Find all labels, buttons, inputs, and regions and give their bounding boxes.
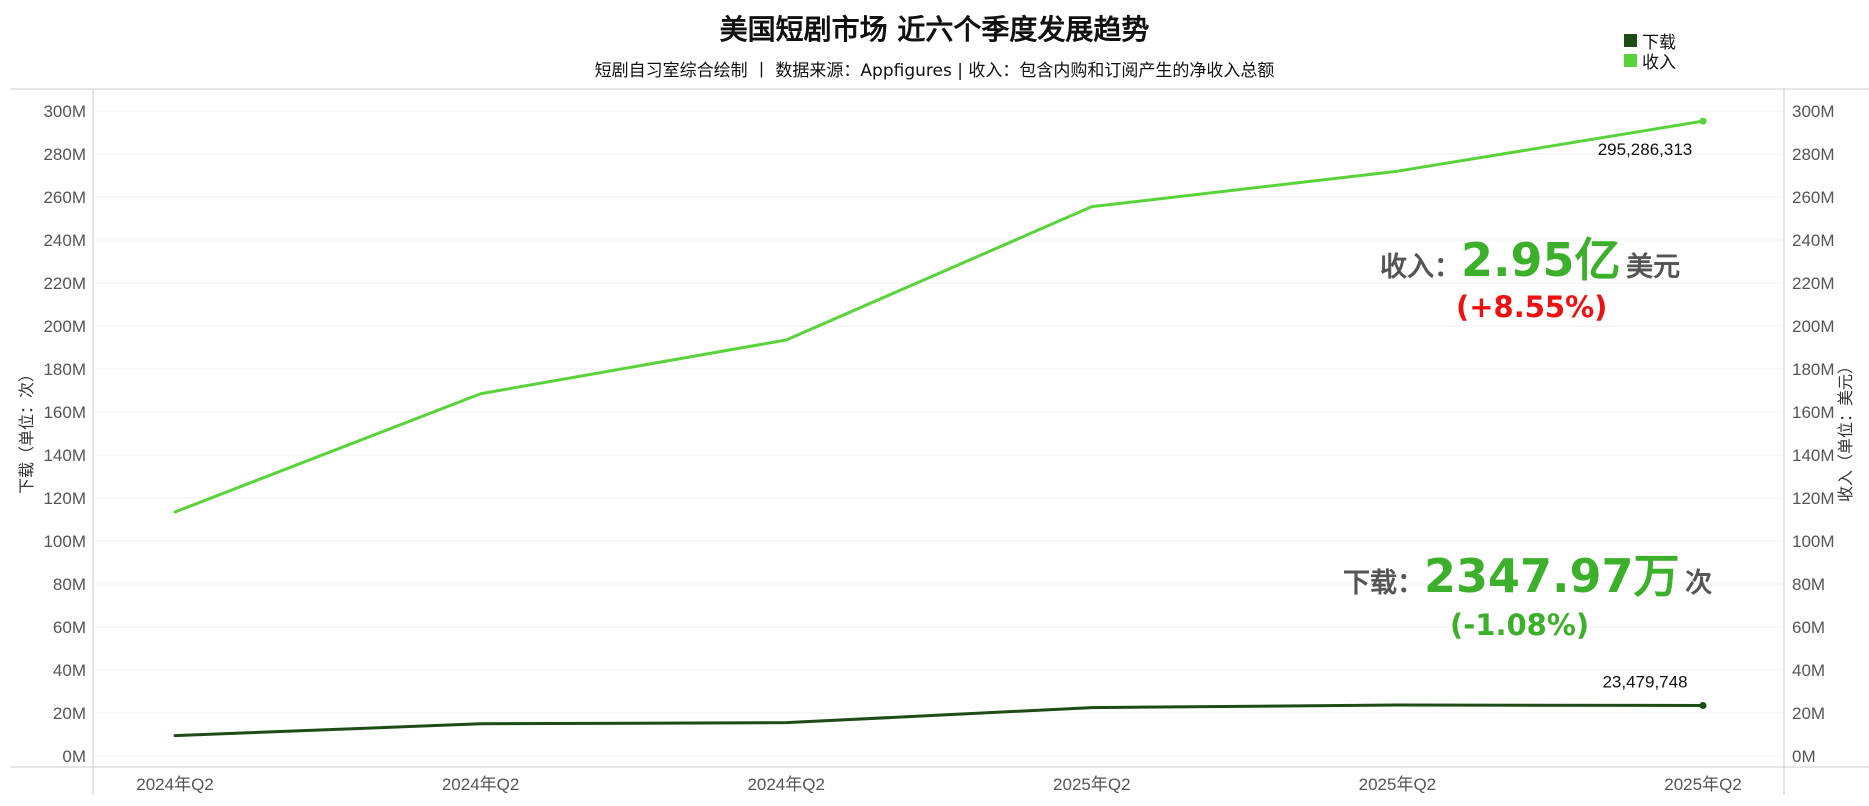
revenue-annotation: 收入：2.95亿 美元 [1380, 224, 1680, 290]
data-label-revenue: 295,286,313 [1598, 140, 1693, 159]
revenue-annotation-label: 收入： [1380, 252, 1461, 283]
y-tick-label-right: 100M [1792, 532, 1835, 551]
y-tick-label-left: 180M [43, 360, 86, 379]
y-tick-label-right: 160M [1792, 403, 1835, 422]
revenue-annotation-value: 2.95亿 [1461, 233, 1621, 287]
series-line-revenue [173, 119, 1705, 514]
legend: 下载 收入 [1624, 30, 1676, 73]
x-tick-label: 2025年Q2 [1664, 775, 1742, 794]
y-tick-label-left: 80M [53, 575, 86, 594]
y-tick-label-left: 300M [43, 102, 86, 121]
y-tick-label-left: 40M [53, 661, 86, 680]
y-tick-label-left: 240M [43, 231, 86, 250]
y-tick-label-right: 280M [1792, 145, 1835, 164]
plot-frame [10, 88, 1869, 795]
y-tick-label-right: 240M [1792, 231, 1835, 250]
legend-label-downloads: 下载 [1642, 32, 1676, 53]
y-tick-label-left: 200M [43, 317, 86, 336]
legend-swatch-downloads [1624, 33, 1637, 47]
legend-label-revenue: 收入 [1642, 52, 1676, 73]
legend-item-revenue[interactable]: 收入 [1624, 50, 1676, 73]
series-line-downloads [173, 703, 1705, 738]
y-tick-label-right: 260M [1792, 188, 1835, 207]
y-tick-label-left: 0M [62, 747, 86, 766]
y-tick-label-left: 120M [43, 489, 86, 508]
chart-subtitle: 短剧自习室综合绘制 丨 数据来源：Appfigures | 收入：包含内购和订阅… [594, 61, 1275, 81]
y-tick-label-right: 200M [1792, 317, 1835, 336]
y-tick-label-right: 20M [1792, 704, 1825, 723]
y-tick-label-left: 260M [43, 188, 86, 207]
y-tick-label-right: 180M [1792, 360, 1835, 379]
x-tick-label: 2025年Q2 [1359, 775, 1437, 794]
downloads-change: (-1.08%) [1450, 608, 1590, 642]
y-tick-label-left: 160M [43, 403, 86, 422]
y-tick-label-right: 140M [1792, 446, 1835, 465]
y-tick-label-right: 60M [1792, 618, 1825, 637]
y-axis-label-left: 下载（单位：次） [17, 366, 36, 494]
y-ticks-right: 0M 20M 40M 60M 80M 100M 120M 140M 160M 180M 200M 22… [1792, 102, 1835, 766]
revenue-change: (+8.55%) [1456, 290, 1608, 324]
y-tick-label-left: 280M [43, 145, 86, 164]
y-tick-label-left: 20M [53, 704, 86, 723]
y-axis-label-right: 收入（单位：美元） [1836, 358, 1855, 502]
end-point-revenue [1699, 117, 1707, 125]
y-tick-label-right: 40M [1792, 661, 1825, 680]
legend-item-downloads[interactable]: 下载 [1624, 30, 1676, 53]
y-tick-label-left: 140M [43, 446, 86, 465]
downloads-annotation-label: 下载： [1343, 568, 1424, 599]
y-tick-label-right: 0M [1792, 747, 1816, 766]
x-tick-label: 2024年Q2 [136, 775, 214, 794]
x-tick-label: 2024年Q2 [442, 775, 520, 794]
y-tick-label-right: 120M [1792, 489, 1835, 508]
y-tick-label-left: 60M [53, 618, 86, 637]
gridlines [93, 110, 1784, 757]
y-ticks-left: 0M 20M 40M 60M 80M 100M 120M 140M 160M 180M 200M 22… [43, 102, 86, 766]
y-tick-label-right: 220M [1792, 274, 1835, 293]
y-tick-label-right: 80M [1792, 575, 1825, 594]
chart-title: 美国短剧市场 近六个季度发展趋势 [719, 13, 1150, 46]
downloads-annotation-unit: 次 [1685, 568, 1713, 599]
legend-swatch-revenue [1624, 53, 1637, 67]
data-label-downloads: 23,479,748 [1602, 673, 1687, 692]
series-lines: 23,479,748 295,286,313 [173, 117, 1707, 738]
y-tick-label-right: 300M [1792, 102, 1835, 121]
x-ticks: 2024年Q2 2024年Q2 2024年Q2 2025年Q2 2025年Q2 2025年… [136, 775, 1742, 794]
end-point-downloads [1699, 702, 1707, 710]
y-tick-label-left: 220M [43, 274, 86, 293]
downloads-annotation: 下载：2347.97万 次 [1343, 540, 1712, 606]
x-tick-label: 2025年Q2 [1053, 775, 1131, 794]
x-tick-label: 2024年Q2 [747, 775, 825, 794]
revenue-annotation-unit: 美元 [1626, 252, 1681, 283]
y-tick-label-left: 100M [43, 532, 86, 551]
downloads-annotation-value: 2347.97万 [1424, 549, 1680, 603]
